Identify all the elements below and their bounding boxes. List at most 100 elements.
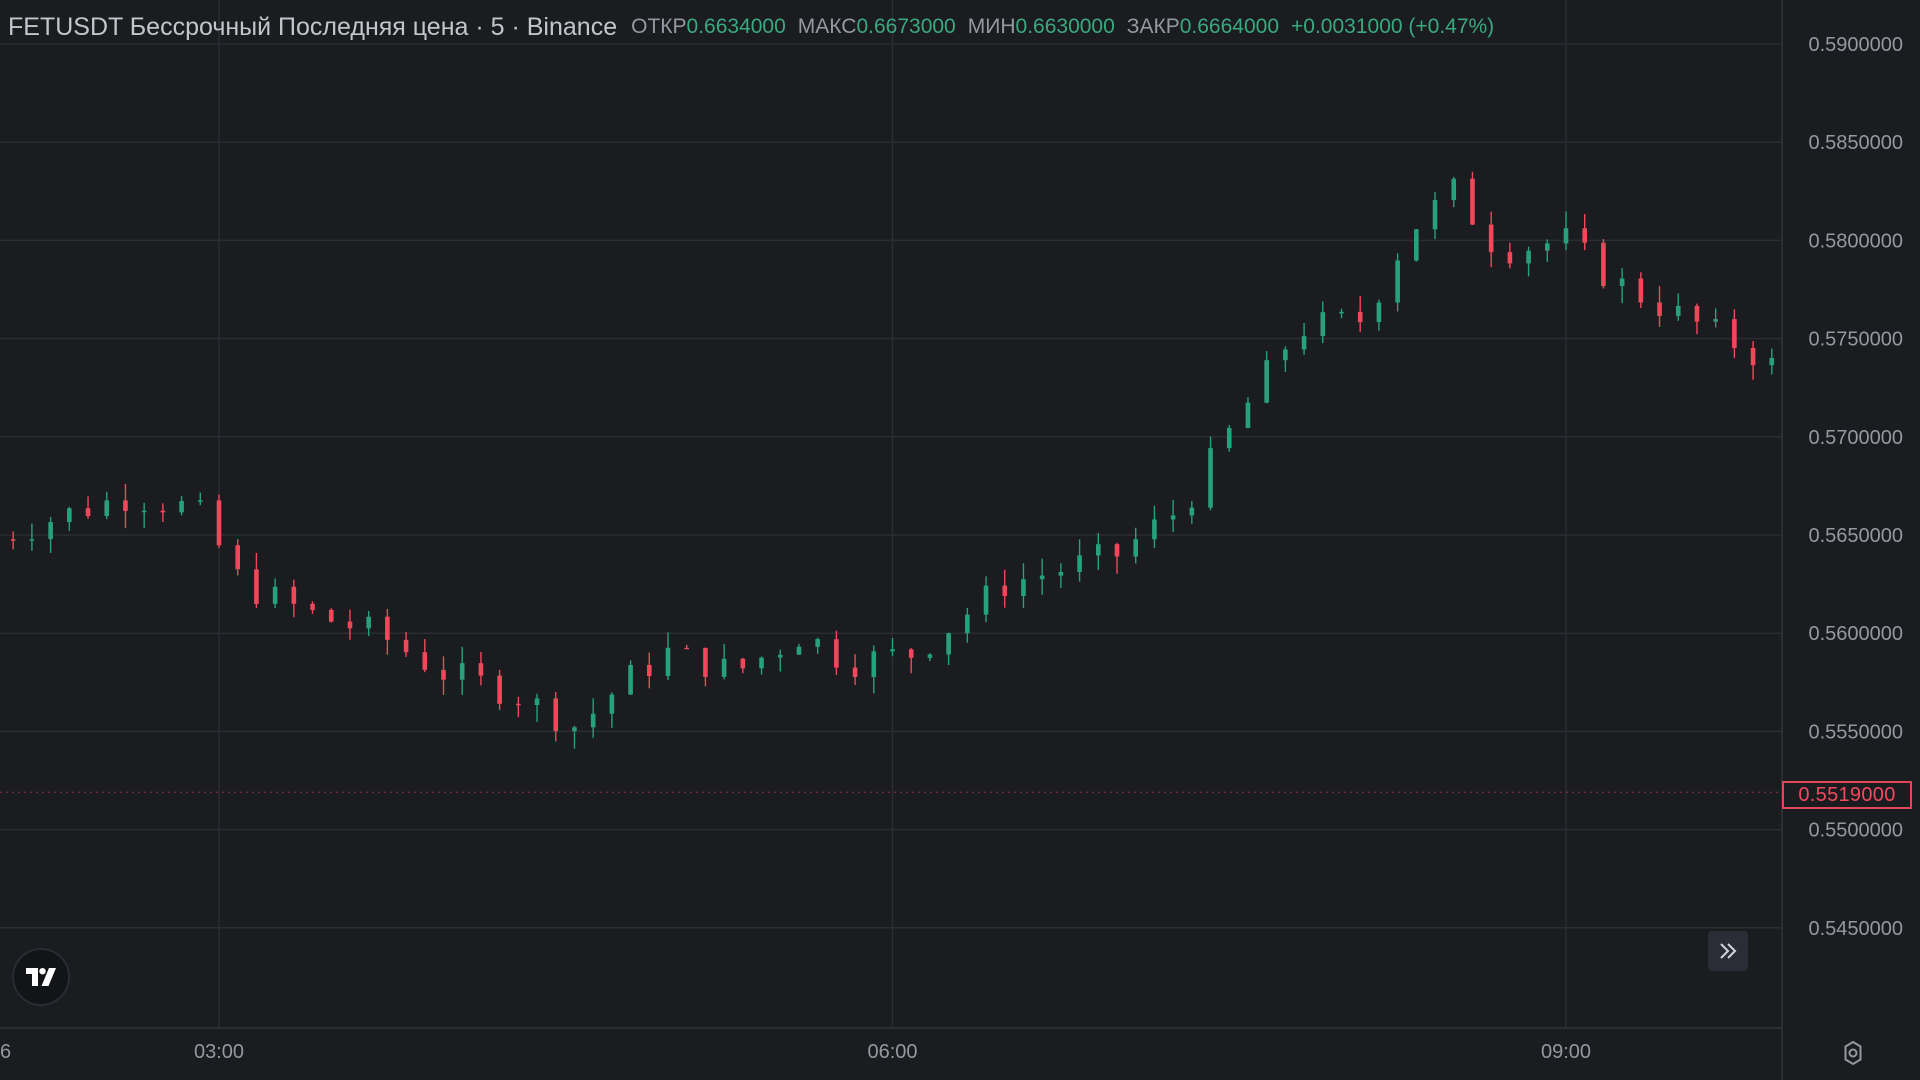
candle-up — [1021, 579, 1026, 597]
candle-up — [1208, 448, 1213, 508]
symbol-legend: FETUSDT Бессрочный Последняя цена · 5 · … — [8, 12, 1494, 42]
candle-down — [553, 698, 559, 732]
candle-down — [1357, 311, 1363, 323]
candle-up — [29, 539, 35, 541]
candle-up — [1544, 243, 1550, 251]
candle-down — [646, 664, 652, 676]
candle-up — [1376, 302, 1382, 323]
candle-up — [366, 616, 371, 629]
candle-up — [1526, 250, 1531, 264]
candle-down — [422, 652, 428, 670]
candle-up — [1619, 278, 1625, 287]
candle-up — [965, 614, 970, 634]
candle-up — [721, 658, 727, 677]
candle-up — [1339, 311, 1344, 314]
double-chevron-right-icon — [1720, 943, 1737, 959]
tradingview-logo-glyph — [26, 968, 56, 986]
candle-down — [85, 508, 91, 517]
candle-up — [104, 500, 110, 517]
candle-up — [1058, 572, 1064, 576]
candle-up — [1133, 539, 1139, 557]
candle-up — [141, 510, 147, 513]
candle-up — [609, 694, 615, 714]
symbol-title[interactable]: FETUSDT Бессрочный Последняя цена · 5 · … — [8, 12, 618, 41]
chart-settings-button[interactable] — [1836, 1036, 1870, 1070]
candle-down — [1582, 228, 1588, 243]
low-label: МИН — [967, 15, 1016, 38]
candle-up — [890, 649, 895, 652]
candle-up — [197, 500, 203, 502]
candle-up — [67, 508, 72, 523]
tradingview-logo-icon[interactable] — [12, 948, 70, 1006]
candle-down — [1114, 544, 1120, 557]
candle-up — [665, 647, 671, 676]
y-tick-label: 0.5700000 — [1808, 427, 1903, 449]
candle-down — [1488, 224, 1494, 253]
high-label: МАКС — [797, 15, 857, 38]
candle-up — [1152, 519, 1157, 540]
candle-up — [1283, 349, 1288, 361]
candle-down — [1657, 302, 1662, 316]
candle-up — [590, 713, 596, 728]
candle-down — [1732, 319, 1737, 349]
candle-up — [983, 585, 989, 615]
candle-down — [10, 539, 16, 541]
close-value: 0.6664000 — [1179, 15, 1280, 38]
candle-up — [1414, 229, 1419, 261]
low-value: 0.6630000 — [1015, 15, 1115, 38]
candle-down — [1507, 252, 1513, 264]
candle-up — [534, 698, 540, 705]
candle-up — [1170, 515, 1176, 520]
candle-down — [403, 639, 409, 653]
candle-up — [1077, 555, 1082, 573]
candle-up — [1301, 336, 1307, 350]
candle-up — [777, 654, 783, 658]
open-label: ОТКР — [631, 15, 687, 38]
candle-up — [1432, 200, 1438, 230]
candle-down — [160, 510, 166, 513]
candle-down — [310, 603, 315, 610]
candle-up — [1675, 305, 1681, 316]
candle-up — [1039, 575, 1045, 580]
candle-down — [516, 703, 521, 706]
candle-down — [254, 569, 259, 604]
x-tick-label: 06:00 — [867, 1041, 917, 1063]
candle-down — [216, 500, 222, 546]
candle-down — [740, 658, 746, 669]
high-value: 0.6673000 — [856, 15, 956, 38]
candle-up — [871, 651, 877, 678]
y-tick-label: 0.5650000 — [1808, 525, 1903, 547]
y-tick-label: 0.5750000 — [1808, 329, 1903, 351]
candle-up — [759, 657, 764, 669]
x-tick-label: 03:00 — [194, 1041, 244, 1063]
candle-up — [1769, 357, 1775, 366]
scroll-to-realtime-button[interactable] — [1708, 931, 1748, 971]
candle-up — [1226, 427, 1232, 449]
last-price-label: 0.5519000 — [1782, 781, 1912, 809]
candle-up — [815, 639, 820, 647]
candle-up — [48, 522, 53, 540]
candle-up — [1451, 178, 1457, 201]
y-tick-label: 0.5550000 — [1808, 721, 1903, 743]
candle-up — [1245, 402, 1251, 428]
y-tick-label: 0.5800000 — [1808, 230, 1903, 252]
candle-down — [1002, 585, 1008, 597]
candle-up — [572, 727, 577, 732]
candle-down — [291, 586, 297, 604]
candle-up — [1395, 260, 1400, 303]
candle-down — [852, 667, 858, 678]
candle-down — [684, 647, 690, 650]
candle-down — [235, 545, 241, 570]
candle-down — [1694, 305, 1700, 322]
change-value: +0.0031000 (+0.47%) — [1291, 15, 1495, 38]
candle-up — [796, 646, 802, 655]
candle-up — [1189, 507, 1195, 516]
candle-up — [1563, 228, 1569, 244]
open-value: 0.6634000 — [686, 15, 786, 38]
candle-down — [441, 669, 446, 680]
candle-up — [272, 586, 278, 604]
x-tick-label: 6 — [0, 1041, 11, 1063]
candle-up — [927, 654, 933, 658]
candle-up — [179, 501, 184, 513]
